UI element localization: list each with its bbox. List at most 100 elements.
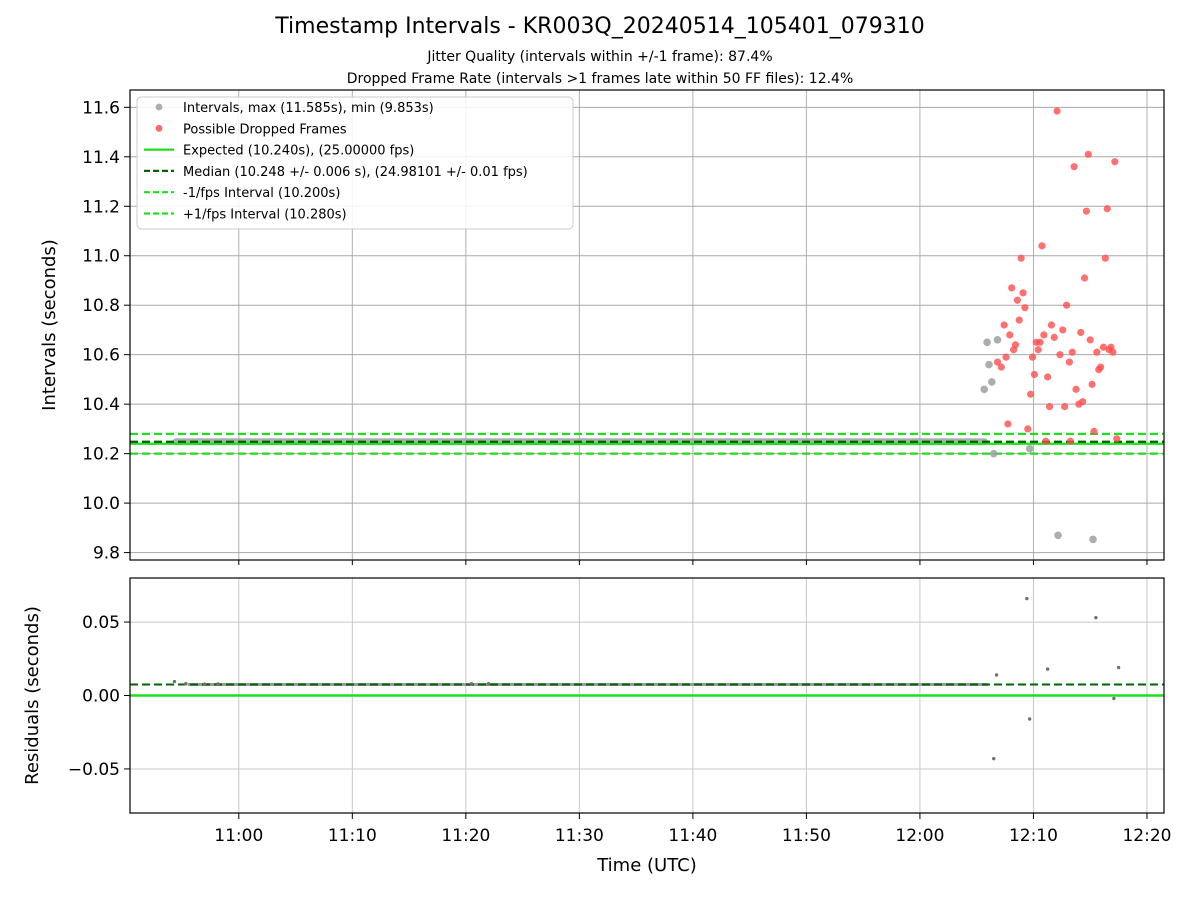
dropped-frame-point [1019, 289, 1027, 297]
interval-point [1025, 444, 1034, 453]
dropped-frame-point [1013, 296, 1021, 304]
dropped-frame-point [1036, 338, 1044, 346]
dropped-frame-point [1086, 336, 1094, 344]
interval-point [989, 449, 998, 458]
dropped-frame-point [1021, 304, 1029, 312]
dropped-frame-point [1103, 205, 1111, 213]
dropped-frame-point [1066, 437, 1074, 445]
interval-point [1054, 531, 1062, 540]
dropped-frame-point [1024, 425, 1032, 433]
dropped-frame-point [1011, 341, 1020, 349]
x-tick-label: 11:20 [441, 826, 490, 846]
dropped-frame-point [1042, 437, 1050, 445]
dropped-frame-point [1072, 385, 1080, 393]
top-y-tick-label: 10.6 [82, 346, 120, 366]
dropped-frame-point [1038, 242, 1046, 250]
bottom-y-axis-label: Residuals (seconds) [22, 606, 43, 785]
chart-title: Timestamp Intervals - KR003Q_20240514_10… [275, 14, 925, 39]
residual-point [1094, 615, 1098, 620]
legend-label: Possible Dropped Frames [183, 122, 347, 137]
dropped-frame-point [1084, 150, 1092, 158]
dropped-frame-point [993, 358, 1002, 366]
dropped-frame-point [1093, 348, 1101, 356]
x-tick-label: 12:10 [1009, 826, 1058, 846]
top-y-tick-label: 10.2 [82, 445, 120, 465]
top-y-tick-label: 11.2 [82, 197, 120, 217]
residual-point [1045, 667, 1050, 671]
interval-point [993, 336, 1002, 344]
interval-point [980, 385, 989, 394]
dropped-frame-point [1080, 274, 1089, 282]
chart-subtitle-dropped: Dropped Frame Rate (intervals >1 frames … [346, 71, 854, 87]
residual-point [1025, 596, 1029, 601]
dropped-frame-point [1053, 107, 1061, 115]
legend-label: Median (10.248 +/- 0.006 s), (24.98101 +… [183, 165, 528, 180]
bottom-y-tick-label: 0.00 [82, 687, 120, 707]
legend-marker [155, 103, 163, 111]
dropped-frame-point [1113, 435, 1121, 443]
x-tick-label: 11:00 [214, 826, 263, 846]
dropped-frame-point [1000, 321, 1008, 329]
x-tick-label: 11:40 [668, 826, 717, 846]
dropped-frame-point [1004, 420, 1012, 428]
dropped-frame-point [1002, 353, 1010, 361]
x-tick-label: 12:00 [895, 826, 944, 846]
dropped-frame-point [1111, 158, 1119, 166]
residual-point [469, 682, 474, 686]
dropped-frame-point [1040, 331, 1048, 339]
residual-point [216, 682, 220, 686]
residual-point [1116, 665, 1121, 670]
dropped-frame-point [1109, 348, 1117, 356]
x-tick-label: 11:30 [555, 826, 604, 846]
dropped-frame-point [997, 363, 1005, 371]
interval-point [985, 360, 993, 369]
dropped-frame-point [1070, 163, 1078, 171]
legend-label: +1/fps Interval (10.280s) [183, 208, 347, 223]
top-y-tick-label: 10.4 [82, 395, 120, 415]
x-axis-label: Time (UTC) [596, 855, 697, 876]
top-y-axis-label: Intervals (seconds) [39, 239, 60, 411]
dropped-frame-point [1082, 207, 1091, 215]
dropped-frame-point [1045, 403, 1054, 411]
legend-label: Intervals, max (11.585s), min (9.853s) [183, 101, 434, 116]
dropped-frame-point [1077, 328, 1085, 337]
dropped-frame-point [1006, 331, 1014, 339]
x-tick-label: 11:10 [328, 826, 377, 846]
interval-point [1089, 535, 1097, 544]
dropped-frame-point [1099, 343, 1108, 351]
x-tick-label: 11:50 [782, 826, 831, 846]
dropped-frame-point [1027, 390, 1035, 398]
dropped-frame-point [1008, 284, 1016, 292]
interval-point [988, 378, 996, 386]
dropped-frame-point [1088, 380, 1096, 388]
residual-point [486, 682, 491, 686]
top-y-tick-label: 10.8 [82, 296, 120, 316]
dropped-frame-point [1015, 316, 1023, 324]
legend-box [136, 96, 574, 230]
dropped-frame-point [1034, 346, 1042, 354]
dropped-frame-point [1050, 333, 1058, 341]
dropped-frame-point [1028, 353, 1037, 361]
interval-point [983, 338, 991, 347]
dropped-frame-point [1061, 403, 1069, 411]
dropped-frame-point [1068, 348, 1076, 356]
dropped-frame-point [1062, 301, 1071, 309]
residual-point [184, 682, 188, 686]
residual-point [994, 673, 999, 677]
top-y-tick-label: 10.0 [82, 494, 120, 514]
dropped-frame-point [1056, 351, 1064, 359]
top-y-tick-label: 11.4 [82, 148, 120, 168]
dropped-frame-point [1059, 326, 1067, 334]
dropped-frame-point [1101, 254, 1109, 262]
top-y-tick-label: 11.6 [82, 98, 120, 118]
dropped-frame-point [1017, 254, 1025, 262]
dropped-frame-point [1097, 363, 1105, 371]
chart-subtitle-jitter: Jitter Quality (intervals within +/-1 fr… [427, 49, 773, 65]
dropped-frame-point [1090, 427, 1098, 435]
dropped-frame-point [1065, 358, 1073, 366]
top-y-tick-label: 9.8 [93, 544, 120, 564]
residual-point [992, 756, 996, 761]
bottom-y-tick-label: −0.05 [68, 760, 120, 780]
residual-point [1112, 696, 1116, 701]
